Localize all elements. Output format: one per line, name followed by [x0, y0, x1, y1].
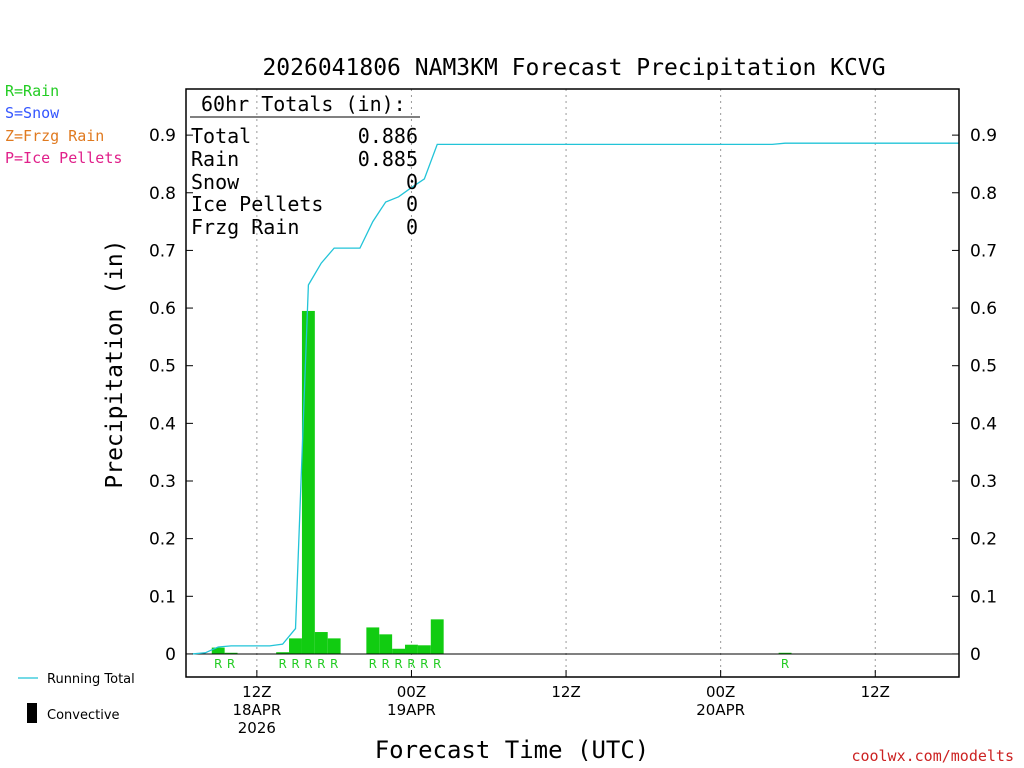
- precip-type-label: R: [227, 657, 235, 671]
- precip-bar: [405, 644, 418, 654]
- totals-total-label: Total: [191, 124, 251, 148]
- plot-frame: [185, 88, 960, 678]
- y-tick-label: 0.4: [970, 414, 997, 434]
- precip-type-label: R: [330, 657, 338, 671]
- legend-frzg-rain: Z=Frzg Rain: [5, 127, 105, 145]
- precip-bar: [392, 648, 406, 654]
- precip-type-label: R: [433, 657, 441, 671]
- precip-type-label: R: [394, 657, 402, 671]
- y-axis-label: Precipitation (in): [102, 239, 128, 488]
- x-tick-label: 12Z: [551, 683, 580, 701]
- legend-rain: R=Rain: [5, 82, 60, 100]
- legend-convective-text: Convective: [47, 708, 120, 723]
- y-tick-label: 0.3: [970, 472, 997, 492]
- y-tick-label: 0.6: [970, 299, 997, 319]
- totals-box: 60hr Totals (in): Total 0.886 Rain 0.885…: [190, 92, 420, 239]
- precip-bar: [379, 634, 393, 654]
- totals-ice-pellets-label: Ice Pellets: [191, 192, 323, 216]
- y-tick-label: 0.3: [149, 472, 176, 492]
- totals-ice-pellets-value: 0: [406, 192, 418, 216]
- precip-bar: [289, 638, 302, 654]
- totals-snow-value: 0: [406, 170, 418, 194]
- y-tick-label: 0.9: [970, 126, 997, 146]
- y-tick-label: 0.5: [149, 357, 176, 377]
- chart-title: 2026041806 NAM3KM Forecast Precipitation…: [262, 55, 885, 81]
- precip-bar: [417, 645, 431, 654]
- precip-bar: [430, 619, 444, 654]
- precip-type-label: R: [781, 657, 789, 671]
- x-tick-label: 00Z: [397, 683, 426, 701]
- precip-bar: [211, 647, 225, 654]
- totals-snow-label: Snow: [191, 170, 240, 194]
- legend-snow: S=Snow: [5, 104, 60, 122]
- legend-convective-swatch: [27, 703, 37, 723]
- x-tick-label: 12Z: [242, 683, 271, 701]
- y-tick-label: 0.4: [149, 414, 176, 434]
- y-tick-label: 0.9: [149, 126, 176, 146]
- legend-running-total-text: Running Total: [47, 672, 135, 687]
- precip-bars: [211, 310, 792, 654]
- totals-frzg-rain-value: 0: [406, 215, 418, 239]
- x-tick-label: 12Z: [861, 683, 890, 701]
- precip-bar: [301, 310, 315, 654]
- x-axis-label: Forecast Time (UTC): [375, 736, 650, 764]
- x-tick-label: 19APR: [387, 701, 436, 719]
- precip-type-label: R: [369, 657, 377, 671]
- totals-total-value: 0.886: [358, 124, 418, 148]
- precip-type-label: R: [382, 657, 390, 671]
- precip-type-label: R: [214, 657, 222, 671]
- x-tick-label: 18APR: [232, 701, 281, 719]
- x-tick-label: 2026: [238, 719, 276, 737]
- legend-ice-pellets: P=Ice Pellets: [5, 149, 123, 167]
- y-tick-label: 0.8: [970, 184, 997, 204]
- y-axis-right: 0 0.1 0.2 0.3 0.4 0.5 0.6 0.7 0.8 0.9: [952, 126, 997, 665]
- precip-bar: [778, 652, 792, 654]
- totals-heading: 60hr Totals (in):: [201, 92, 406, 116]
- y-tick-label: 0.1: [970, 587, 997, 607]
- y-tick-label: 0: [165, 645, 176, 665]
- precip-type-label: R: [291, 657, 299, 671]
- credit-text: coolwx.com/modelts: [851, 747, 1014, 765]
- y-tick-label: 0.2: [970, 530, 997, 550]
- y-tick-label: 0.6: [149, 299, 176, 319]
- precip-type-label: R: [420, 657, 428, 671]
- precip-bar: [366, 627, 380, 654]
- precip-bar: [314, 632, 328, 654]
- precip-bar: [276, 652, 290, 654]
- grid-lines: [256, 89, 876, 677]
- y-tick-label: 0: [970, 645, 981, 665]
- precip-bar: [327, 638, 341, 654]
- y-tick-label: 0.8: [149, 184, 176, 204]
- precip-type-label: R: [407, 657, 415, 671]
- y-axis-left: 0 0.1 0.2 0.3 0.4 0.5 0.6 0.7 0.8 0.9: [149, 126, 193, 665]
- totals-frzg-rain-label: Frzg Rain: [191, 215, 299, 239]
- x-tick-label: 00Z: [706, 683, 735, 701]
- series-legend: Running Total Convective: [18, 672, 135, 723]
- precip-bar: [224, 652, 238, 654]
- y-tick-label: 0.5: [970, 357, 997, 377]
- totals-rain-label: Rain: [191, 147, 239, 171]
- y-tick-label: 0.7: [970, 241, 997, 261]
- precip-type-label: R: [278, 657, 286, 671]
- running-total-line: [192, 142, 959, 655]
- precip-type-label: R: [304, 657, 312, 671]
- x-tick-label: 20APR: [696, 701, 745, 719]
- y-tick-label: 0.2: [149, 530, 176, 550]
- totals-rain-value: 0.885: [358, 147, 418, 171]
- y-tick-label: 0.7: [149, 241, 176, 261]
- y-tick-label: 0.1: [149, 587, 176, 607]
- precip-type-label: R: [317, 657, 325, 671]
